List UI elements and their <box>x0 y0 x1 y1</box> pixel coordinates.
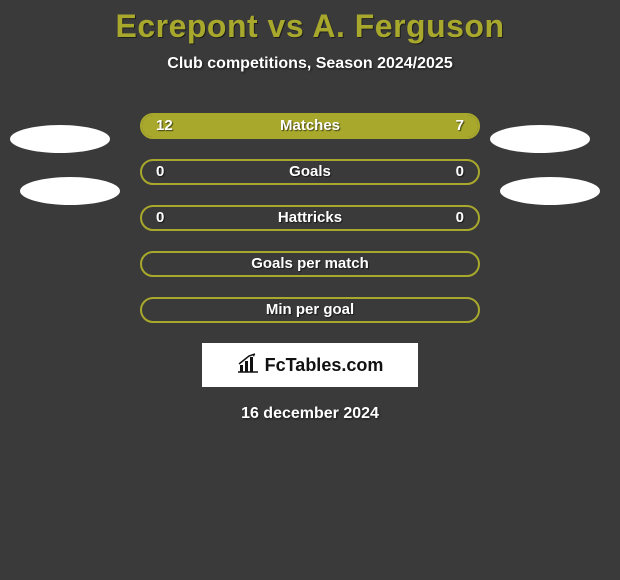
stat-left-fill <box>142 115 350 137</box>
stat-label: Min per goal <box>142 299 478 321</box>
stat-row: 0 Hattricks 0 <box>140 205 480 231</box>
player-right-photo-1 <box>490 125 590 153</box>
stat-left-value: 0 <box>156 207 164 229</box>
stat-row: 12 Matches 7 <box>140 113 480 139</box>
page-title: Ecrepont vs A. Ferguson <box>0 8 620 45</box>
stat-right-value: 7 <box>456 115 464 137</box>
stat-bar-matches: 12 Matches 7 <box>140 113 480 139</box>
stat-right-value: 0 <box>456 207 464 229</box>
comparison-card: Ecrepont vs A. Ferguson Club competition… <box>0 0 620 423</box>
stat-label: Goals per match <box>142 253 478 275</box>
stat-bar-hattricks: 0 Hattricks 0 <box>140 205 480 231</box>
date-label: 16 december 2024 <box>0 405 620 423</box>
stat-label: Goals <box>142 161 478 183</box>
stat-label: Hattricks <box>142 207 478 229</box>
player-left-photo-1 <box>10 125 110 153</box>
stat-bar-goals: 0 Goals 0 <box>140 159 480 185</box>
stat-bar-min-per-goal: Min per goal <box>140 297 480 323</box>
stat-right-value: 0 <box>456 161 464 183</box>
source-logo-text: FcTables.com <box>265 355 384 376</box>
stat-row: Goals per match <box>140 251 480 277</box>
subtitle: Club competitions, Season 2024/2025 <box>0 55 620 73</box>
bar-chart-icon <box>237 353 259 378</box>
player-left-photo-2 <box>20 177 120 205</box>
source-logo: FcTables.com <box>202 343 418 387</box>
stat-left-value: 0 <box>156 161 164 183</box>
stat-bar-goals-per-match: Goals per match <box>140 251 480 277</box>
player-right-photo-2 <box>500 177 600 205</box>
stat-left-value: 12 <box>156 115 173 137</box>
stat-row: Min per goal <box>140 297 480 323</box>
stat-row: 0 Goals 0 <box>140 159 480 185</box>
